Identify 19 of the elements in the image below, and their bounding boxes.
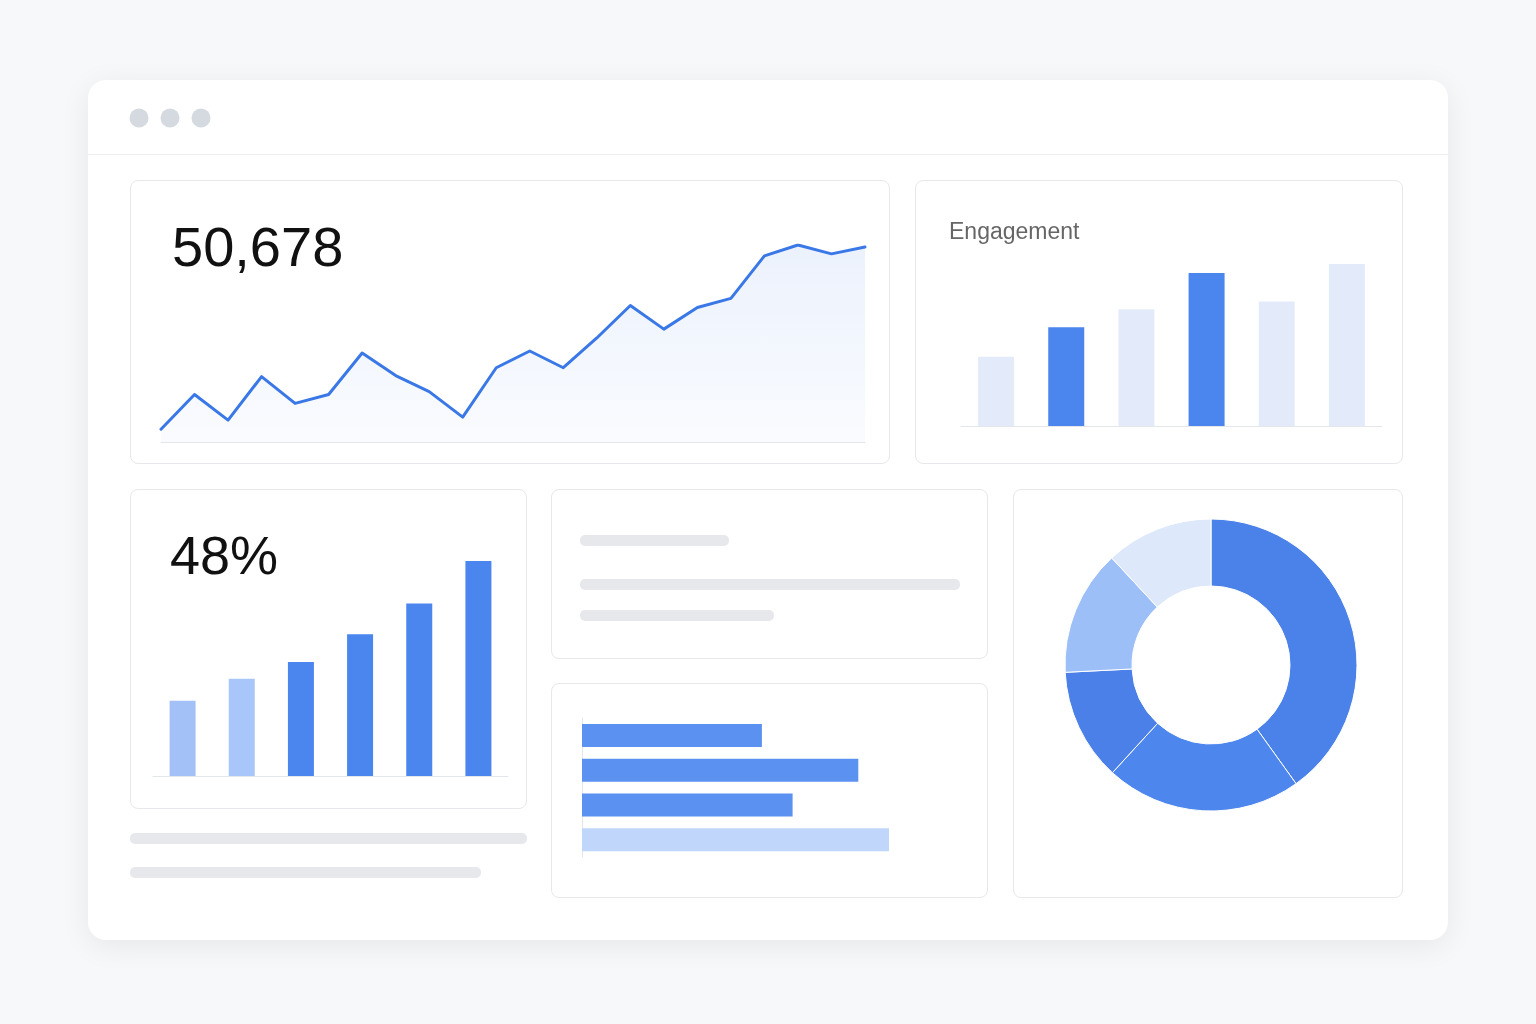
chart-title: 50,678 — [172, 214, 344, 278]
bar — [287, 662, 314, 776]
bar — [582, 723, 762, 747]
bar — [1258, 301, 1295, 426]
bar — [978, 356, 1015, 426]
bar — [1328, 264, 1365, 426]
bar — [1188, 272, 1225, 426]
bar — [582, 758, 859, 782]
chart-title: Engagement — [949, 217, 1081, 244]
bar — [1048, 327, 1085, 426]
bar — [169, 700, 196, 776]
bar — [347, 634, 374, 776]
bar — [1118, 309, 1155, 426]
bar — [582, 793, 793, 817]
bar — [228, 678, 255, 776]
chart-title: 48% — [170, 525, 279, 585]
bar — [406, 603, 433, 776]
bar — [465, 561, 492, 776]
bar — [582, 828, 889, 852]
